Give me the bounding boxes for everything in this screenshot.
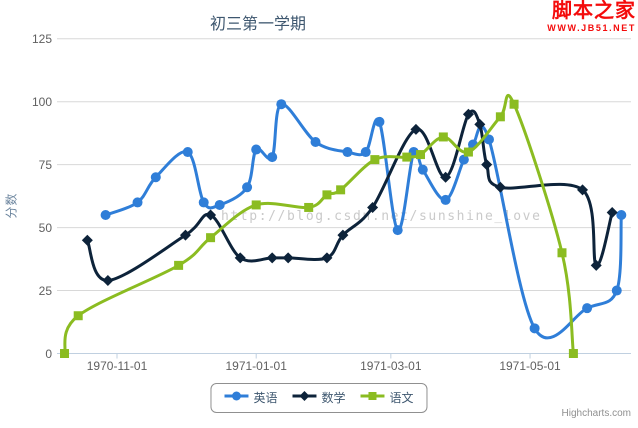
legend-item-english[interactable]: 英语	[224, 389, 277, 407]
series-line-chinese[interactable]	[63, 94, 575, 355]
point-english-1[interactable]	[132, 197, 143, 208]
point-math-3[interactable]	[205, 209, 217, 221]
chart-title: 初三第一学期	[209, 16, 307, 33]
point-english-2[interactable]	[150, 172, 161, 183]
point-chinese-1[interactable]	[73, 311, 83, 321]
point-chinese-11[interactable]	[438, 132, 448, 142]
point-english-7[interactable]	[251, 144, 262, 155]
y-axis-label-50: 50	[38, 220, 52, 235]
y-axis-label-75: 75	[38, 157, 52, 172]
point-chinese-12[interactable]	[463, 147, 473, 157]
legend-label-math: 数学	[321, 391, 346, 405]
point-chinese-13[interactable]	[495, 112, 505, 122]
point-english-11[interactable]	[342, 147, 353, 158]
point-chinese-6[interactable]	[322, 190, 332, 200]
point-math-8[interactable]	[337, 229, 349, 241]
point-chinese-2[interactable]	[174, 260, 184, 270]
point-english-22[interactable]	[582, 303, 593, 314]
point-chinese-7[interactable]	[336, 185, 346, 195]
point-chinese-5[interactable]	[304, 202, 314, 212]
point-math-10[interactable]	[410, 123, 422, 135]
point-english-5[interactable]	[214, 199, 225, 210]
point-english-9[interactable]	[276, 99, 287, 110]
legend-label-english: 英语	[253, 391, 278, 405]
point-math-1[interactable]	[102, 274, 114, 286]
x-axis-label-1971-05-01: 1971-05-01	[499, 359, 561, 373]
point-math-11[interactable]	[440, 171, 452, 183]
jb51-logo-url: WWW.JB51.NET	[547, 23, 636, 33]
point-math-0[interactable]	[81, 234, 93, 246]
y-axis-label-125: 125	[31, 31, 52, 46]
point-chinese-8[interactable]	[370, 155, 380, 165]
point-chinese-16[interactable]	[568, 349, 578, 358]
point-chinese-9[interactable]	[402, 152, 412, 162]
point-english-17[interactable]	[440, 194, 451, 205]
point-math-13[interactable]	[474, 118, 486, 130]
point-english-13[interactable]	[374, 116, 385, 127]
point-english-16[interactable]	[417, 164, 428, 175]
point-math-12[interactable]	[462, 108, 474, 120]
series-line-english[interactable]	[104, 102, 623, 340]
y-axis-label-0: 0	[45, 346, 52, 361]
point-math-5[interactable]	[266, 252, 278, 264]
point-math-6[interactable]	[282, 252, 294, 264]
x-axis-label-1971-01-01: 1971-01-01	[225, 359, 287, 373]
watermark-url: http://blog.csdn.net/sunshine_love	[221, 209, 542, 224]
point-english-18[interactable]	[458, 154, 469, 165]
point-math-9[interactable]	[367, 201, 379, 213]
point-chinese-14[interactable]	[509, 99, 519, 109]
point-english-21[interactable]	[529, 323, 540, 334]
y-axis-title: 分数	[4, 192, 19, 219]
point-math-14[interactable]	[481, 159, 493, 171]
point-english-14[interactable]	[392, 225, 403, 236]
point-chinese-0[interactable]	[60, 349, 70, 358]
point-math-17[interactable]	[590, 259, 602, 271]
point-math-2[interactable]	[179, 229, 191, 241]
point-chinese-10[interactable]	[416, 150, 426, 160]
y-axis-label-25: 25	[38, 283, 52, 298]
series-line-math[interactable]	[85, 109, 614, 282]
point-english-8[interactable]	[267, 152, 278, 163]
point-english-23[interactable]	[611, 285, 622, 296]
legend-item-chinese[interactable]: 语文	[360, 389, 414, 407]
point-english-20[interactable]	[483, 134, 494, 145]
point-english-6[interactable]	[242, 182, 253, 193]
point-chinese-4[interactable]	[251, 200, 261, 210]
legend-marker-diamond-icon	[292, 389, 317, 407]
x-axis-label-1971-03-01: 1971-03-01	[360, 359, 422, 373]
jb51-logo: 脚本之家 WWW.JB51.NET	[547, 1, 636, 33]
point-chinese-3[interactable]	[206, 233, 216, 243]
point-english-24[interactable]	[616, 210, 627, 221]
point-math-7[interactable]	[321, 252, 333, 264]
point-english-12[interactable]	[360, 147, 371, 158]
x-axis-label-1970-11-01: 1970-11-01	[86, 359, 148, 373]
point-chinese-15[interactable]	[557, 248, 567, 258]
point-english-10[interactable]	[310, 136, 321, 147]
point-math-16[interactable]	[577, 184, 589, 196]
legend-marker-circle-icon	[224, 389, 249, 407]
legend-item-math[interactable]: 数学	[292, 389, 346, 407]
point-math-15[interactable]	[494, 181, 506, 193]
legend: 英语 数学 语文	[210, 383, 428, 413]
point-english-3[interactable]	[182, 147, 193, 158]
jb51-logo-name: 脚本之家	[552, 0, 636, 22]
highcharts-credits-link[interactable]: Highcharts.com	[561, 408, 631, 419]
y-axis-label-100: 100	[31, 94, 52, 109]
point-english-0[interactable]	[100, 210, 111, 221]
legend-label-chinese: 语文	[389, 391, 414, 405]
point-english-4[interactable]	[198, 197, 209, 208]
legend-marker-square-icon	[360, 389, 385, 407]
point-math-18[interactable]	[606, 206, 618, 218]
point-math-4[interactable]	[234, 252, 246, 264]
